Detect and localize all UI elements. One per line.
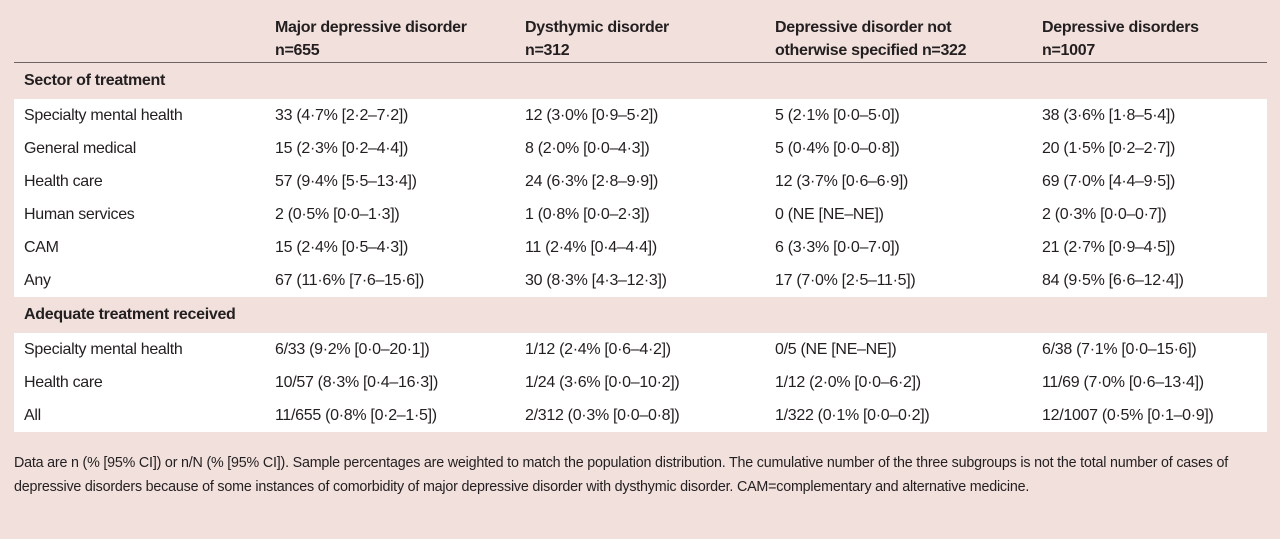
column-header-line: Dysthymic disorder	[525, 19, 669, 36]
table-cell: 67 (11·6% [7·6–15·6])	[275, 264, 525, 297]
column-header: Depressive disorders n=1007	[1042, 0, 1267, 63]
table-cell: 69 (7·0% [4·4–9·5])	[1042, 165, 1267, 198]
column-header-line: Depressive disorder not	[775, 19, 952, 36]
table-cell: 5 (0·4% [0·0–0·8])	[775, 132, 1042, 165]
table-row: Any 67 (11·6% [7·6–15·6]) 30 (8·3% [4·3–12…	[14, 264, 1267, 297]
table-row: Health care 10/57 (8·3% [0·4–16·3]) 1/24 (…	[14, 366, 1267, 399]
table-cell: 11/655 (0·8% [0·2–1·5])	[275, 399, 525, 432]
column-header-line: n=1007	[1042, 42, 1095, 59]
table-cell: 24 (6·3% [2·8–9·9])	[525, 165, 775, 198]
table-cell: 15 (2·4% [0·5–4·3])	[275, 231, 525, 264]
row-label: All	[14, 399, 275, 432]
section-header-row: Adequate treatment received	[14, 297, 1267, 333]
table-row: All 11/655 (0·8% [0·2–1·5]) 2/312 (0·3% [0…	[14, 399, 1267, 432]
table-cell: 11/69 (7·0% [0·6–13·4])	[1042, 366, 1267, 399]
column-header: Dysthymic disorder n=312	[525, 0, 775, 63]
row-label: CAM	[14, 231, 275, 264]
table-cell: 0 (NE [NE–NE])	[775, 198, 1042, 231]
table-cell: 1/24 (3·6% [0·0–10·2])	[525, 366, 775, 399]
column-header: Depressive disorder not otherwise specifi…	[775, 0, 1042, 63]
row-label: Health care	[14, 366, 275, 399]
data-table: Major depressive disorder n=655 Dysthymic …	[14, 0, 1267, 432]
table-row: Health care 57 (9·4% [5·5–13·4]) 24 (6·3% …	[14, 165, 1267, 198]
table-cell: 10/57 (8·3% [0·4–16·3])	[275, 366, 525, 399]
table-cell: 2 (0·3% [0·0–0·7])	[1042, 198, 1267, 231]
column-header-line: otherwise specified n=322	[775, 42, 967, 59]
table-cell: 12/1007 (0·5% [0·1–0·9])	[1042, 399, 1267, 432]
table-cell: 2 (0·5% [0·0–1·3])	[275, 198, 525, 231]
table-cell: 21 (2·7% [0·9–4·5])	[1042, 231, 1267, 264]
table-cell: 1/12 (2·4% [0·6–4·2])	[525, 333, 775, 366]
table-row: Specialty mental health 6/33 (9·2% [0·0–2…	[14, 333, 1267, 366]
table-row: General medical 15 (2·3% [0·2–4·4]) 8 (2·0…	[14, 132, 1267, 165]
table-cell: 12 (3·0% [0·9–5·2])	[525, 99, 775, 132]
table-cell: 5 (2·1% [0·0–5·0])	[775, 99, 1042, 132]
table-cell: 15 (2·3% [0·2–4·4])	[275, 132, 525, 165]
table-cell: 33 (4·7% [2·2–7·2])	[275, 99, 525, 132]
table-cell: 1 (0·8% [0·0–2·3])	[525, 198, 775, 231]
data-table-container: Major depressive disorder n=655 Dysthymic …	[14, 0, 1267, 432]
table-header-row: Major depressive disorder n=655 Dysthymic …	[14, 0, 1267, 63]
table-footnote: Data are n (% [95% CI]) or n/N (% [95% C…	[14, 455, 1228, 495]
column-header-line: Depressive disorders	[1042, 19, 1199, 36]
table-cell: 57 (9·4% [5·5–13·4])	[275, 165, 525, 198]
row-label: Health care	[14, 165, 275, 198]
column-header-line: n=312	[525, 42, 570, 59]
table-cell: 1/322 (0·1% [0·0–0·2])	[775, 399, 1042, 432]
row-label: General medical	[14, 132, 275, 165]
table-cell: 11 (2·4% [0·4–4·4])	[525, 231, 775, 264]
table-cell: 0/5 (NE [NE–NE])	[775, 333, 1042, 366]
table-cell: 6 (3·3% [0·0–7·0])	[775, 231, 1042, 264]
table-row: Human services 2 (0·5% [0·0–1·3]) 1 (0·8% …	[14, 198, 1267, 231]
table-row: Specialty mental health 33 (4·7% [2·2–7·2…	[14, 99, 1267, 132]
table-cell: 8 (2·0% [0·0–4·3])	[525, 132, 775, 165]
row-label: Any	[14, 264, 275, 297]
table-cell: 17 (7·0% [2·5–11·5])	[775, 264, 1042, 297]
column-header-line: n=655	[275, 42, 320, 59]
section-title: Adequate treatment received	[24, 306, 236, 323]
table-cell: 20 (1·5% [0·2–2·7])	[1042, 132, 1267, 165]
section-header-row: Sector of treatment	[14, 63, 1267, 100]
row-label: Human services	[14, 198, 275, 231]
row-label: Specialty mental health	[14, 333, 275, 366]
table-cell: 2/312 (0·3% [0·0–0·8])	[525, 399, 775, 432]
column-header	[14, 0, 275, 63]
table-cell: 30 (8·3% [4·3–12·3])	[525, 264, 775, 297]
column-header-line: Major depressive disorder	[275, 19, 467, 36]
column-header: Major depressive disorder n=655	[275, 0, 525, 63]
table-cell: 12 (3·7% [0·6–6·9])	[775, 165, 1042, 198]
table-cell: 6/33 (9·2% [0·0–20·1])	[275, 333, 525, 366]
table-cell: 6/38 (7·1% [0·0–15·6])	[1042, 333, 1267, 366]
table-cell: 1/12 (2·0% [0·0–6·2])	[775, 366, 1042, 399]
row-label: Specialty mental health	[14, 99, 275, 132]
table-cell: 84 (9·5% [6·6–12·4])	[1042, 264, 1267, 297]
section-title: Sector of treatment	[24, 72, 165, 89]
table-cell: 38 (3·6% [1·8–5·4])	[1042, 99, 1267, 132]
table-row: CAM 15 (2·4% [0·5–4·3]) 11 (2·4% [0·4–4·4]…	[14, 231, 1267, 264]
